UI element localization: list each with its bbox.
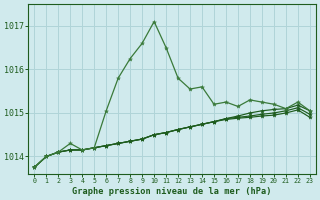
X-axis label: Graphe pression niveau de la mer (hPa): Graphe pression niveau de la mer (hPa) xyxy=(72,187,272,196)
